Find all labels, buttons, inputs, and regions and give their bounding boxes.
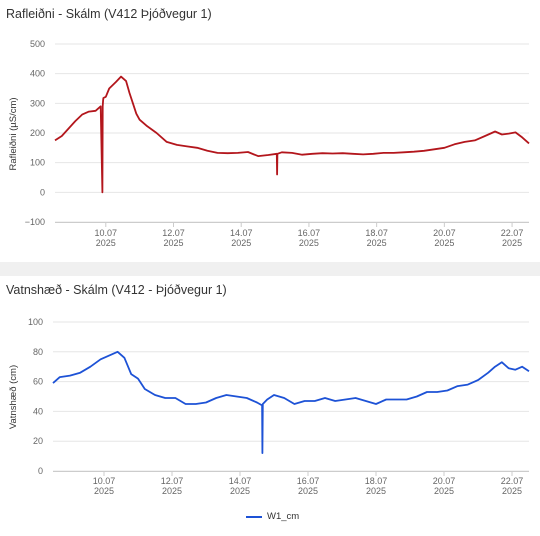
x-tick-label-day: 10.07 xyxy=(93,476,116,486)
y-tick-label: 0 xyxy=(38,466,43,476)
x-tick-label-year: 2025 xyxy=(502,486,522,496)
x-tick-label-year: 2025 xyxy=(434,486,454,496)
y-tick-label: 500 xyxy=(30,39,45,49)
x-tick-label-year: 2025 xyxy=(94,486,114,496)
y-tick-label: 80 xyxy=(33,347,43,357)
x-tick-label-year: 2025 xyxy=(96,238,116,248)
x-tick-label-day: 14.07 xyxy=(229,476,252,486)
x-tick-label-day: 20.07 xyxy=(433,228,456,238)
series-line[interactable] xyxy=(54,75,530,194)
y-tick-label: 60 xyxy=(33,377,43,387)
x-tick-label-year: 2025 xyxy=(231,238,251,248)
y-tick-label: 100 xyxy=(30,158,45,168)
water-level-chart-panel: Vatnshæð - Skálm (V412 - Þjóðvegur 1) 0 2… xyxy=(0,276,540,536)
panel-separator xyxy=(0,262,540,276)
legend-swatch xyxy=(246,515,262,518)
y-tick-label: 300 xyxy=(30,98,45,108)
x-tick-label-day: 10.07 xyxy=(95,228,118,238)
x-tick-label-day: 20.07 xyxy=(433,476,456,486)
water-level-chart: 02040608010010.07202512.07202514.0720251… xyxy=(8,317,530,496)
x-tick-label-year: 2025 xyxy=(366,486,386,496)
y-tick-label: 0 xyxy=(40,187,45,197)
conductivity-chart: −100010020030040050010.07202512.07202514… xyxy=(8,39,530,248)
series-line[interactable] xyxy=(52,350,530,455)
chart-title: Vatnshæð - Skálm (V412 - Þjóðvegur 1) xyxy=(6,283,227,297)
x-tick-label-year: 2025 xyxy=(502,238,522,248)
x-tick-label-day: 18.07 xyxy=(365,476,388,486)
chart-title: Rafleiðni - Skálm (V412 Þjóðvegur 1) xyxy=(6,7,212,21)
x-tick-label-day: 14.07 xyxy=(230,228,253,238)
x-tick-label-year: 2025 xyxy=(299,238,319,248)
x-tick-label-day: 12.07 xyxy=(162,228,185,238)
y-tick-label: 400 xyxy=(30,69,45,79)
x-tick-label-day: 22.07 xyxy=(501,476,524,486)
x-tick-label-year: 2025 xyxy=(162,486,182,496)
x-tick-label-year: 2025 xyxy=(163,238,183,248)
x-tick-label-year: 2025 xyxy=(298,486,318,496)
y-axis-title: Rafleiðni (µS/cm) xyxy=(8,97,19,170)
x-tick-label-year: 2025 xyxy=(367,238,387,248)
y-tick-label: 200 xyxy=(30,128,45,138)
legend-label: W1_cm xyxy=(267,511,300,522)
y-tick-label: 100 xyxy=(28,317,43,327)
x-tick-label-day: 22.07 xyxy=(501,228,524,238)
y-tick-label: −100 xyxy=(25,217,45,227)
x-tick-label-day: 18.07 xyxy=(365,228,388,238)
y-tick-label: 40 xyxy=(33,406,43,416)
y-axis-title: Vatnshæð (cm) xyxy=(8,365,19,429)
x-tick-label-day: 16.07 xyxy=(298,228,321,238)
x-tick-label-day: 12.07 xyxy=(161,476,184,486)
x-tick-label-year: 2025 xyxy=(434,238,454,248)
x-tick-label-day: 16.07 xyxy=(297,476,320,486)
y-tick-label: 20 xyxy=(33,436,43,446)
conductivity-chart-panel: Rafleiðni - Skálm (V412 Þjóðvegur 1) −10… xyxy=(0,0,540,262)
legend[interactable]: W1_cm xyxy=(246,511,299,522)
x-tick-label-year: 2025 xyxy=(230,486,250,496)
